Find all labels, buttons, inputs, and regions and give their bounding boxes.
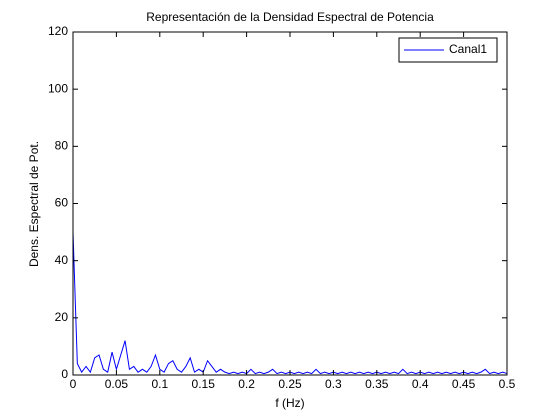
x-tick-label: 0.1: [151, 377, 168, 391]
y-tick-label: 120: [48, 24, 68, 38]
y-tick-label: 100: [48, 81, 68, 95]
y-tick-label: 40: [55, 253, 69, 267]
plot-frame: [72, 31, 508, 376]
x-axis-label: f (Hz): [275, 396, 304, 410]
x-tick-label: 0: [70, 377, 77, 391]
x-tick-label: 0.45: [452, 377, 476, 391]
y-tick-label: 0: [61, 367, 68, 381]
y-tick-label: 80: [55, 139, 69, 153]
x-tick-label: 0.2: [238, 377, 255, 391]
legend-label: Canal1: [449, 42, 487, 56]
x-tick-label: 0.4: [412, 377, 429, 391]
x-tick-label: 0.15: [192, 377, 216, 391]
x-tick-label: 0.3: [325, 377, 342, 391]
x-tick-label: 0.5: [499, 377, 516, 391]
y-tick-label: 60: [55, 196, 69, 210]
data-line: [72, 232, 508, 375]
chart-title: Representación de la Densidad Espectral …: [146, 10, 434, 24]
x-tick-label: 0.25: [278, 377, 302, 391]
y-axis-label: Dens. Espectral de Pot.: [27, 141, 41, 267]
x-tick-label: 0.05: [105, 377, 129, 391]
y-tick-label: 20: [55, 310, 69, 324]
x-tick-label: 0.35: [365, 377, 389, 391]
